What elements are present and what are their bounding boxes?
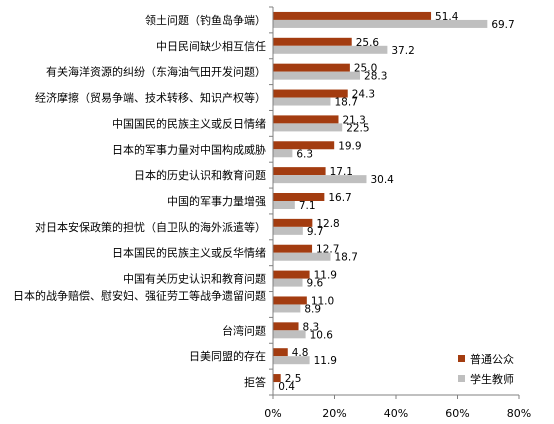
bar-public-11 xyxy=(273,296,307,305)
category-label-2: 有关海洋资源的纠纷（东海油气田开发问题） xyxy=(46,65,266,79)
bar-students-9 xyxy=(273,252,331,261)
value-labels: 51.469.725.637.225.028.324.318.721.322.5… xyxy=(278,11,514,393)
value-label-public-7: 16.7 xyxy=(328,192,351,204)
category-label-8: 对日本安保政策的担忧（自卫队的海外派遣等） xyxy=(35,220,266,234)
value-label-public-6: 17.1 xyxy=(330,166,353,178)
value-label-public-2: 25.0 xyxy=(354,63,377,75)
bar-public-9 xyxy=(273,244,313,253)
bar-public-8 xyxy=(273,218,313,227)
x-tick-label-4: 80% xyxy=(507,407,531,420)
x-axis: 0% 20% 40% 60% 80% xyxy=(264,6,531,420)
bar-public-14 xyxy=(273,374,281,383)
value-label-public-14: 2.5 xyxy=(285,373,302,385)
category-label-11-line-0: 日本的战争赔偿、慰安妇、强征劳工等战争遗留问题 xyxy=(13,288,266,302)
legend-swatch-students xyxy=(458,375,465,382)
x-tick-label-2: 40% xyxy=(384,407,408,420)
bar-students-8 xyxy=(273,226,303,235)
bar-students-7 xyxy=(273,201,295,209)
bar-students-14 xyxy=(273,382,275,391)
x-tick-label-1: 20% xyxy=(322,407,346,420)
category-label-9: 日本国民的民族主义或反华情绪 xyxy=(112,246,266,260)
value-label-students-1: 37.2 xyxy=(391,45,414,57)
bar-students-11 xyxy=(273,304,301,313)
x-tick-label-3: 60% xyxy=(445,407,469,420)
bar-students-10 xyxy=(273,278,303,287)
value-label-public-13: 4.8 xyxy=(292,347,309,359)
bar-students-13 xyxy=(273,356,310,365)
bar-public-12 xyxy=(273,322,299,331)
category-label-6: 日本的历史认识和教育问题 xyxy=(134,168,266,182)
category-label-4: 中国国民的民族主义或反日情绪 xyxy=(112,116,266,130)
bar-students-0 xyxy=(273,19,488,28)
bar-public-0 xyxy=(273,11,432,20)
legend-swatch-public xyxy=(458,355,465,362)
bar-students-3 xyxy=(273,97,331,106)
value-label-students-3: 18.7 xyxy=(335,97,358,109)
value-label-students-8: 9.7 xyxy=(307,226,324,238)
value-label-students-13: 11.9 xyxy=(314,355,337,367)
category-label-7: 中国的军事力量增强 xyxy=(167,194,266,208)
value-label-public-8: 12.8 xyxy=(316,218,339,230)
value-label-public-3: 24.3 xyxy=(352,89,375,101)
x-tick-label-0: 0% xyxy=(264,407,281,420)
bar-public-5 xyxy=(273,141,335,150)
category-label-3: 经济摩擦（贸易争端、技术转移、知识产权等） xyxy=(35,91,266,105)
category-label-14: 拒答 xyxy=(244,375,266,389)
bar-public-4 xyxy=(273,115,339,124)
bar-public-2 xyxy=(273,63,350,72)
legend-label-public: 普通公众 xyxy=(470,352,514,366)
value-label-students-5: 6.3 xyxy=(296,148,313,160)
bar-public-13 xyxy=(273,348,288,357)
value-label-students-4: 22.5 xyxy=(346,122,369,134)
category-labels: 领土问题（钓鱼岛争端） 中日民间缺少相互信任有关海洋资源的纠纷（东海油气田开发问题… xyxy=(13,13,266,389)
value-label-public-11: 11.0 xyxy=(311,295,334,307)
category-label-12: 台湾问题 xyxy=(222,323,266,337)
value-label-students-2: 28.3 xyxy=(364,71,387,83)
value-label-public-0: 51.4 xyxy=(435,11,459,23)
bar-students-4 xyxy=(273,123,343,132)
value-label-public-12: 8.3 xyxy=(303,321,320,333)
value-label-public-9: 12.7 xyxy=(316,244,339,256)
bar-public-7 xyxy=(273,193,325,201)
value-label-public-10: 11.9 xyxy=(314,270,337,282)
bar-public-3 xyxy=(273,89,348,98)
bar-students-2 xyxy=(273,71,361,80)
bar-public-1 xyxy=(273,37,352,46)
value-label-students-9: 18.7 xyxy=(335,252,358,264)
legend-label-students: 学生教师 xyxy=(470,372,514,386)
bar-students-12 xyxy=(273,330,306,339)
category-label-1: 中日民间缺少相互信任 xyxy=(156,39,266,53)
bars-group xyxy=(273,11,488,391)
value-label-students-7: 7.1 xyxy=(299,200,316,212)
value-label-students-0: 69.7 xyxy=(491,19,514,31)
value-label-public-1: 25.6 xyxy=(356,37,380,49)
bar-public-6 xyxy=(273,167,326,176)
value-label-public-4: 21.3 xyxy=(342,114,365,126)
bar-students-6 xyxy=(273,175,367,184)
value-label-students-12: 10.6 xyxy=(310,329,334,341)
category-label-0: 领土问题（钓鱼岛争端） xyxy=(145,13,266,27)
category-label-10: 中国有关历史认识和教育问题 xyxy=(123,272,266,286)
value-label-students-14: 0.4 xyxy=(278,381,295,393)
value-label-students-11: 8.9 xyxy=(304,303,321,315)
category-label-13: 日美同盟的存在 xyxy=(189,349,266,363)
value-label-students-10: 9.6 xyxy=(307,278,324,290)
bar-students-5 xyxy=(273,149,293,158)
value-label-students-6: 30.4 xyxy=(370,174,394,186)
value-label-public-5: 19.9 xyxy=(338,140,361,152)
bar-students-1 xyxy=(273,45,388,54)
bar-public-10 xyxy=(273,270,310,279)
category-label-5: 日本的军事力量对中国构成威胁 xyxy=(112,142,266,156)
